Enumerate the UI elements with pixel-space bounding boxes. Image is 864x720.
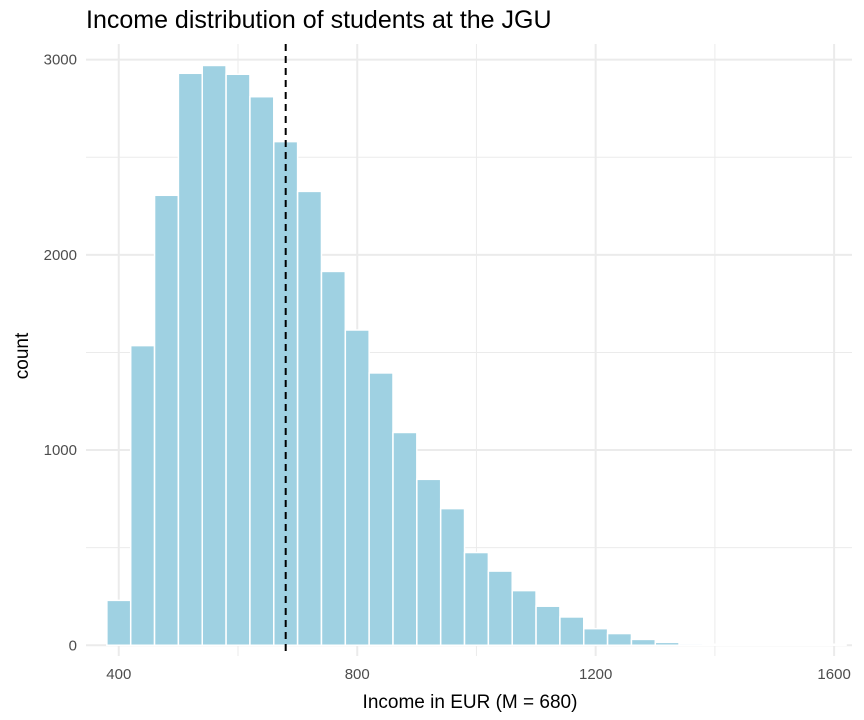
histogram-bar xyxy=(797,643,823,647)
histogram-bar xyxy=(535,605,561,647)
histogram-bar xyxy=(559,616,585,647)
histogram-bar xyxy=(773,643,800,647)
histogram-bar xyxy=(416,478,442,647)
histogram-bar xyxy=(249,95,275,647)
histogram-bar xyxy=(106,599,132,647)
histogram-bars xyxy=(106,64,847,647)
y-tick-labels: 0 1000 2000 3000 xyxy=(44,52,77,655)
histogram-bar xyxy=(606,632,633,647)
x-tick-labels: 400 800 1200 1600 xyxy=(106,666,851,683)
histogram-bar xyxy=(749,643,776,647)
histogram-bar xyxy=(821,643,847,647)
histogram-bar xyxy=(511,589,537,647)
histogram-bar xyxy=(177,72,203,647)
x-axis-title: Income in EUR (M = 680) xyxy=(363,692,578,713)
chart-title: Income distribution of students at the J… xyxy=(86,6,552,34)
histogram-bar xyxy=(201,64,227,647)
x-tick-label: 1600 xyxy=(817,666,850,683)
y-tick-label: 1000 xyxy=(44,442,77,459)
x-tick-label: 1200 xyxy=(579,666,612,683)
histogram-bar xyxy=(463,551,490,647)
y-tick-label: 2000 xyxy=(44,247,77,264)
x-tick-label: 400 xyxy=(106,666,131,683)
histogram-bar xyxy=(487,570,513,647)
histogram-bar xyxy=(702,643,728,647)
histogram-bar xyxy=(726,643,752,647)
histogram-bar xyxy=(320,270,347,647)
histogram-bar xyxy=(392,431,418,647)
histogram-bar xyxy=(583,627,609,647)
y-tick-label: 3000 xyxy=(44,52,77,69)
histogram-bar xyxy=(630,638,657,647)
histogram-bar xyxy=(225,73,251,647)
y-tick-label: 0 xyxy=(69,637,77,654)
histogram-bar xyxy=(654,641,680,647)
y-axis-title: count xyxy=(12,332,33,379)
histogram-bar xyxy=(344,329,370,647)
histogram-bar xyxy=(678,642,704,647)
x-tick-label: 800 xyxy=(345,666,370,683)
histogram-bar xyxy=(368,372,394,647)
histogram-bar xyxy=(439,507,466,647)
histogram-bar xyxy=(153,194,180,647)
histogram-bar xyxy=(296,190,323,647)
histogram-bar xyxy=(129,344,156,647)
